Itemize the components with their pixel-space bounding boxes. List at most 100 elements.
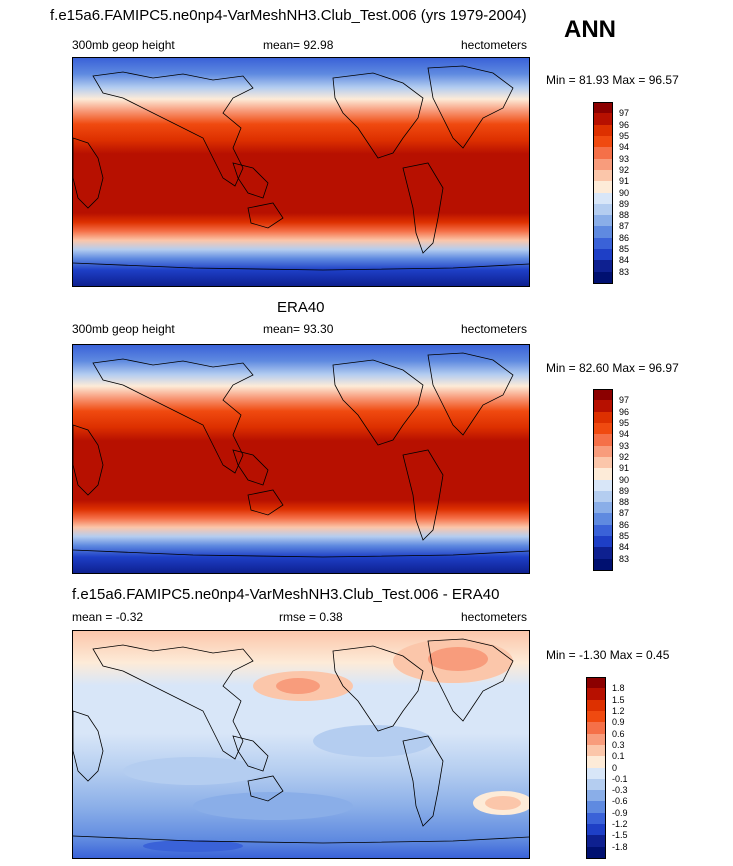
colorbar-swatch xyxy=(593,445,613,458)
colorbar-tick-label: 88 xyxy=(619,497,630,508)
season-label: ANN xyxy=(564,16,616,43)
colorbar-swatch xyxy=(586,677,606,689)
colorbar-swatch xyxy=(593,102,613,114)
colorbar-tick-label: 1.5 xyxy=(612,694,625,705)
colorbar-swatch xyxy=(593,192,613,205)
colorbar-tick-label: 89 xyxy=(619,198,630,209)
panel3-colorbar: 1.8 1.5 1.2 0.9 0.6 0.3 0.1 0 -0.1 -0.3 -0.6 -0.9 -1… xyxy=(586,677,646,859)
colorbar-swatch xyxy=(586,722,606,735)
colorbar-tick-label: 90 xyxy=(619,474,630,485)
colorbar-tick-label: -0.3 xyxy=(612,785,628,796)
colorbar-tick-label: 85 xyxy=(619,531,630,542)
colorbar-swatch xyxy=(586,688,606,701)
colorbar-swatch xyxy=(593,215,613,227)
colorbar-swatch xyxy=(593,513,613,526)
colorbar-swatch xyxy=(593,169,613,182)
colorbar-swatch xyxy=(593,389,613,401)
colorbar-swatch xyxy=(593,490,613,503)
colorbar-tick-label: 94 xyxy=(619,429,630,440)
colorbar-tick-label: 89 xyxy=(619,485,630,496)
colorbar-swatch xyxy=(593,479,613,492)
panel1-colorbar: 97 96 95 94 93 92 91 90 89 88 87 86 85 84 83 xyxy=(593,102,653,284)
colorbar-tick-label: 0.9 xyxy=(612,717,625,728)
panel3-rmse-label: rmse = 0.38 xyxy=(279,610,343,624)
colorbar-swatch xyxy=(593,271,613,284)
panel1-map xyxy=(72,57,530,287)
colorbar-tick-label: 1.2 xyxy=(612,705,625,716)
colorbar-swatch xyxy=(593,456,613,469)
panel3-mean-label: mean = -0.32 xyxy=(72,610,144,624)
colorbar-tick-label: -0.9 xyxy=(612,807,628,818)
figure-title: f.e15a6.FAMIPC5.ne0np4-VarMeshNH3.Club_T… xyxy=(50,7,527,24)
colorbar-tick-label: 87 xyxy=(619,221,630,232)
colorbar-swatch xyxy=(593,113,613,126)
colorbar-tick-label: 90 xyxy=(619,187,630,198)
colorbar-swatch xyxy=(593,158,613,171)
colorbar-swatch xyxy=(593,547,613,560)
colorbar-swatch xyxy=(593,203,613,216)
coastlines xyxy=(73,638,529,844)
colorbar-tick-label: 84 xyxy=(619,542,630,553)
colorbar-swatch xyxy=(593,434,613,447)
colorbar-tick-label: 96 xyxy=(619,119,630,130)
colorbar-tick-label: 95 xyxy=(619,130,630,141)
colorbar-tick-label: -0.6 xyxy=(612,796,628,807)
panel3-title: f.e15a6.FAMIPC5.ne0np4-VarMeshNH3.Club_T… xyxy=(72,586,500,603)
colorbar-tick-label: 92 xyxy=(619,164,630,175)
colorbar-tick-label: -0.1 xyxy=(612,773,628,784)
colorbar-swatch xyxy=(593,411,613,424)
colorbar-swatch xyxy=(593,226,613,239)
colorbar-tick-label: 83 xyxy=(619,553,630,564)
colorbar-tick-label: 87 xyxy=(619,508,630,519)
panel2-left-label: 300mb geop height xyxy=(72,322,175,336)
colorbar-tick-label: 93 xyxy=(619,153,630,164)
panel3-units-label: hectometers xyxy=(461,610,528,624)
colorbar-tick-label: 97 xyxy=(619,395,630,406)
colorbar-swatch xyxy=(586,744,606,757)
panel1-units-label: hectometers xyxy=(461,38,528,52)
colorbar-swatch xyxy=(593,558,613,571)
colorbar-swatch xyxy=(593,249,613,261)
colorbar-swatch xyxy=(593,260,613,273)
colorbar-swatch xyxy=(586,846,606,859)
colorbar-tick-label: -1.8 xyxy=(612,841,628,852)
colorbar-tick-label: 1.8 xyxy=(612,683,625,694)
colorbar-tick-label: 86 xyxy=(619,519,630,530)
panel1-mean-label: mean= 92.98 xyxy=(263,38,334,52)
colorbar-swatch xyxy=(593,135,613,148)
colorbar-swatch xyxy=(586,824,606,836)
colorbar-swatch xyxy=(586,812,606,825)
colorbar-swatch xyxy=(586,778,606,791)
colorbar-tick-label: 94 xyxy=(619,142,630,153)
colorbar-swatch xyxy=(586,699,606,712)
colorbar-swatch xyxy=(593,536,613,548)
colorbar-tick-label: 97 xyxy=(619,108,630,119)
colorbar-swatch xyxy=(593,468,613,480)
colorbar-swatch xyxy=(593,422,613,435)
colorbar-tick-label: 0.6 xyxy=(612,728,625,739)
coastlines xyxy=(73,65,529,271)
colorbar-tick-label: -1.5 xyxy=(612,830,628,841)
panel2-units-label: hectometers xyxy=(461,322,528,336)
panel2-minmax: Min = 82.60 Max = 96.97 xyxy=(546,361,679,375)
colorbar-swatch xyxy=(586,801,606,814)
panel2-title: ERA40 xyxy=(277,299,325,316)
colorbar-swatch xyxy=(593,237,613,250)
colorbar-swatch xyxy=(593,181,613,193)
colorbar-tick-label: 91 xyxy=(619,176,630,187)
colorbar-tick-label: 92 xyxy=(619,451,630,462)
colorbar-tick-label: 95 xyxy=(619,417,630,428)
colorbar-tick-label: 91 xyxy=(619,463,630,474)
panel2-colorbar: 97 96 95 94 93 92 91 90 89 88 87 86 85 84 83 xyxy=(593,389,653,571)
colorbar-tick-label: 86 xyxy=(619,232,630,243)
colorbar-swatch xyxy=(586,835,606,848)
panel2-map xyxy=(72,344,530,574)
colorbar-tick-label: 93 xyxy=(619,440,630,451)
colorbar-swatch xyxy=(593,147,613,160)
colorbar-tick-label: 96 xyxy=(619,406,630,417)
panel1-left-label: 300mb geop height xyxy=(72,38,175,52)
colorbar-tick-label: 0 xyxy=(612,762,618,773)
colorbar-swatch xyxy=(586,710,606,723)
colorbar-tick-label: 84 xyxy=(619,255,630,266)
colorbar-swatch xyxy=(593,124,613,137)
